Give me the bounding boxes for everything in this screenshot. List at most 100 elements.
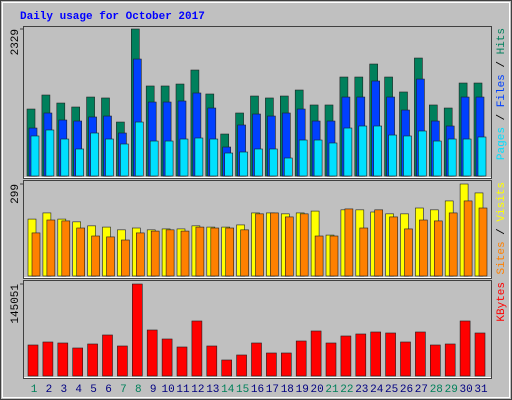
x-tick-label: 23	[355, 384, 368, 396]
bar	[477, 136, 487, 177]
bar	[150, 230, 160, 277]
bar	[105, 138, 114, 177]
bar	[447, 138, 457, 177]
bar	[355, 333, 367, 377]
bar	[146, 329, 158, 377]
bar	[210, 227, 220, 277]
x-tick-label: 30	[459, 384, 472, 396]
bar	[221, 359, 232, 377]
bar	[310, 330, 322, 377]
bar	[87, 343, 98, 377]
bar	[403, 135, 412, 177]
bar	[344, 208, 354, 277]
bar	[266, 352, 277, 377]
bar	[400, 341, 411, 377]
bar	[30, 135, 40, 177]
bar	[149, 140, 159, 177]
x-tick-label: 2	[46, 384, 53, 396]
x-tick-label: 20	[310, 384, 323, 396]
bar	[280, 352, 292, 377]
bar	[255, 213, 264, 277]
bar	[91, 235, 100, 277]
bar	[194, 137, 204, 177]
x-tick-label: 19	[296, 384, 309, 396]
x-tick-label: 27	[415, 384, 428, 396]
bar	[117, 345, 128, 377]
x-tick-label: 25	[385, 384, 398, 396]
bar	[75, 148, 84, 177]
chart-title: Daily usage for October 2017	[20, 11, 205, 23]
bar	[359, 227, 369, 277]
bar	[27, 344, 39, 377]
legend-entry: Files	[496, 74, 508, 107]
bar	[373, 125, 383, 177]
x-tick-label: 1	[31, 384, 38, 396]
x-tick-label: 6	[105, 384, 112, 396]
bar	[90, 132, 99, 177]
bar	[165, 229, 175, 277]
legend: KBytes	[496, 282, 508, 322]
legend-entry: Visits	[496, 182, 508, 222]
legend-separator: /	[496, 54, 508, 74]
bar	[270, 212, 279, 277]
legend-separator: /	[496, 222, 508, 242]
bar	[31, 232, 41, 277]
bar	[72, 347, 83, 377]
x-tick-label: 21	[325, 384, 339, 396]
bar	[444, 343, 456, 377]
x-tick-label: 8	[135, 384, 142, 396]
bar	[76, 227, 85, 277]
x-tick-label: 12	[191, 384, 204, 396]
x-tick-label: 4	[75, 384, 82, 396]
y-tick-label: 145051	[10, 284, 22, 324]
bar	[239, 151, 248, 177]
bar	[299, 213, 309, 277]
bar	[179, 138, 189, 177]
bar	[329, 235, 339, 277]
x-tick-label: 5	[90, 384, 97, 396]
x-tick-label: 26	[400, 384, 413, 396]
x-tick-label: 7	[120, 384, 127, 396]
bar	[474, 332, 486, 377]
y-tick-label: 2329	[10, 29, 22, 55]
x-tick-label: 28	[430, 384, 443, 396]
bar	[283, 157, 293, 177]
x-tick-label: 9	[150, 384, 157, 396]
legend-separator: /	[496, 107, 508, 127]
bar	[161, 338, 173, 377]
bar	[325, 342, 337, 377]
bar	[418, 130, 427, 177]
bar	[328, 142, 338, 177]
bar	[419, 219, 428, 277]
bar	[404, 228, 413, 277]
bar	[385, 332, 396, 377]
x-tick-label: 13	[206, 384, 219, 396]
legend: Sites / Visits	[496, 182, 508, 274]
bar	[370, 331, 382, 377]
x-tick-label: 10	[161, 384, 174, 396]
x-tick-label: 29	[445, 384, 458, 396]
bar	[389, 216, 398, 277]
bar	[295, 340, 307, 377]
bar	[60, 138, 70, 177]
bar	[269, 148, 278, 177]
x-tick-label: 17	[266, 384, 279, 396]
x-tick-label: 16	[251, 384, 264, 396]
bar	[251, 342, 262, 377]
bar	[191, 320, 203, 377]
bar	[284, 216, 294, 277]
bar	[225, 227, 234, 277]
x-tick-label: 11	[176, 384, 190, 396]
bar	[314, 235, 324, 277]
bar	[374, 209, 384, 277]
bar	[459, 320, 471, 377]
bar	[120, 143, 129, 177]
bar	[45, 129, 55, 177]
bar	[57, 342, 69, 377]
bar	[132, 283, 143, 377]
x-tick-label: 22	[340, 384, 353, 396]
bar	[463, 200, 473, 277]
bar	[121, 239, 130, 277]
